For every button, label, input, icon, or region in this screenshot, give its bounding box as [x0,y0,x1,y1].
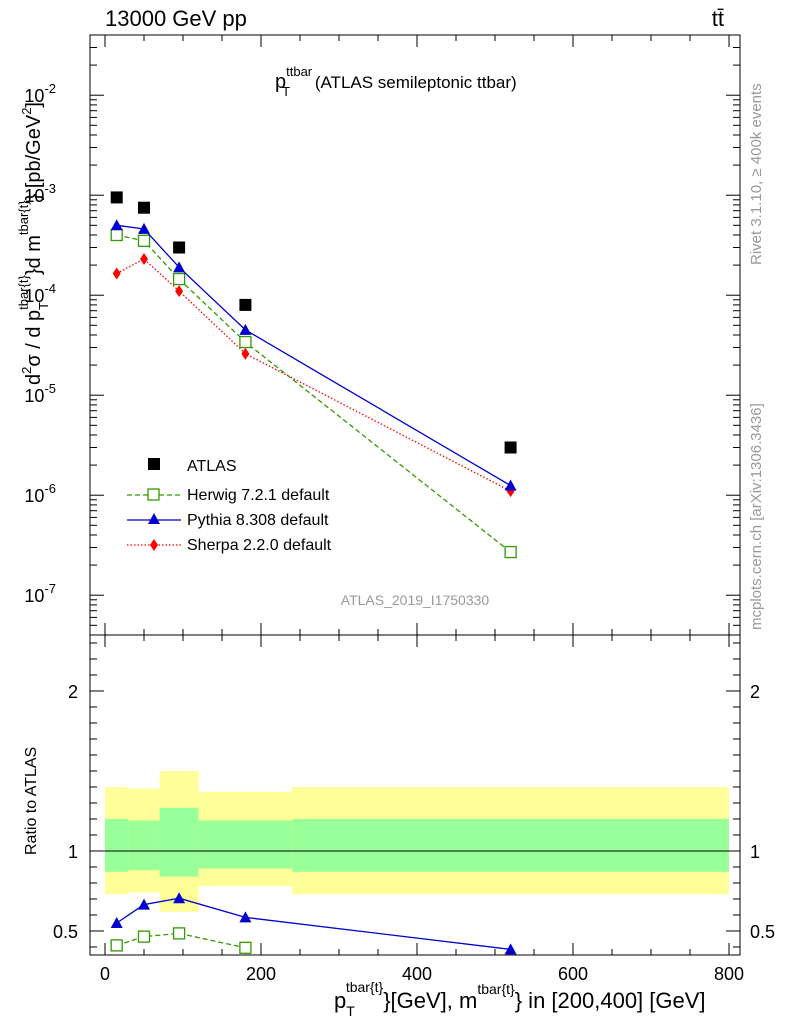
ratio-bands [90,771,740,912]
ratio-band-inner [159,807,199,877]
ratio-band-inner [128,820,160,871]
top-y-tick-label: 10-4 [24,281,56,306]
bottom-y-tick-label: 1 [68,842,78,862]
x-axis-label: pTtbar{t}}[GeV], mtbar{t}} in [200,400] … [334,979,706,1019]
bottom-y-tick-label-right: 1 [750,842,760,862]
data-point-pythia [239,911,252,923]
data-point-atlas [239,298,252,311]
header-process-label: tt̄ [712,6,724,31]
data-point-atlas [504,441,517,454]
data-point-herwig [110,939,123,952]
data-point-herwig [137,930,151,943]
top-series-line-dia [116,258,511,492]
ratio-band-inner [292,819,729,872]
mcplots-label: mcplots.cern.ch [arXiv:1306.3436] [748,403,765,630]
ratio-band-inner [105,819,129,872]
top-panel-series [110,191,517,559]
bottom-y-tick-label: 0.5 [53,922,78,942]
data-point-atlas [138,201,150,214]
data-point-sherpa [175,285,184,298]
legend-label-herwig: Herwig 7.2.1 default [187,487,330,504]
data-point-herwig [137,234,151,247]
data-point-pythia [110,917,123,928]
top-series-line-tri [116,224,511,487]
data-point-herwig [110,228,123,242]
top-panel-title: pttbar T (ATLAS semileptonic ttbar) [275,64,517,99]
legend-marker-pythia [148,513,160,524]
ratio-series-line-open [116,932,246,949]
data-point-pythia [138,222,150,234]
data-point-sherpa [112,267,121,280]
top-y-tick-label: 10-6 [24,481,56,506]
data-point-sherpa [140,253,148,266]
analysis-watermark: ATLAS_2019_I1750330 [341,592,490,608]
data-point-pythia [110,219,123,231]
data-point-atlas [110,191,123,204]
top-y-tick-label: 10-2 [24,81,56,106]
bottom-y-tick-label-right: 0.5 [750,922,775,942]
data-point-pythia [173,261,186,273]
bottom-x-tick-label: 0 [100,964,110,984]
header-collision-label: 13000 GeV pp [105,6,247,31]
rivet-version-label: Rivet 3.1.10, ≥ 400k events [748,83,765,265]
bottom-y-tick-label-right: 2 [750,682,760,702]
legend-label-sherpa: Sherpa 2.2.0 default [187,537,332,554]
data-point-atlas [173,241,186,254]
legend-marker-sherpa [150,539,158,551]
legend-label-pythia: Pythia 8.308 default [187,512,329,529]
bottom-y-tick-label: 2 [68,682,78,702]
top-y-tick-label: 10-3 [24,181,56,206]
data-point-herwig [172,272,186,286]
bottom-axes: 0 200 400 600 800 0.5 0.5 1 1 2 2 [53,635,775,984]
data-point-herwig [504,545,517,559]
legend: ATLAS Herwig 7.2.1 default Pythia 8.308 … [127,458,332,554]
data-point-pythia [239,323,252,335]
top-y-axis-label: d2σ / d pTtbar{t}}d mtbar{t}} [pb/GeV2] [16,102,51,385]
top-y-tick-label: 10-5 [24,381,56,406]
data-point-pythia [173,892,186,904]
bottom-y-axis-label: Ratio to ATLAS [23,747,40,855]
ratio-band-inner [198,820,293,869]
data-point-herwig [239,941,252,954]
data-point-pythia [138,898,150,910]
bottom-x-tick-label: 800 [714,964,744,984]
top-series-line-open [116,234,512,553]
bottom-x-tick-label: 600 [558,964,588,984]
legend-label-atlas: ATLAS [187,458,237,475]
data-point-herwig [172,927,186,940]
bottom-panel-series [110,892,517,955]
data-point-herwig [239,335,252,349]
data-point-pythia [504,479,517,491]
top-y-axis: 10-7 10-6 10-5 10-4 10-3 10-2 [24,34,740,636]
bottom-x-tick-label: 200 [246,964,276,984]
bottom-x-tick-label: 400 [402,964,432,984]
legend-marker-atlas [148,458,160,470]
legend-marker-herwig [147,488,160,501]
data-point-sherpa [241,347,250,360]
bottom-panel-frame [89,634,741,956]
top-y-tick-label: 10-7 [24,581,56,606]
